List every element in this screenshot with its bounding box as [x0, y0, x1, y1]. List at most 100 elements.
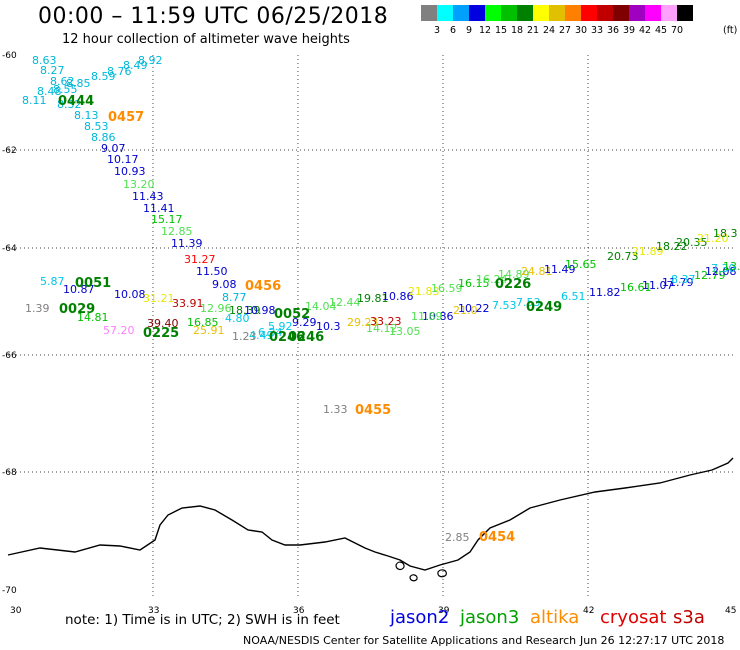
- wave-height-label: 4.80: [225, 312, 250, 325]
- pass-time-label: 0444: [58, 94, 94, 109]
- wave-height-label: 8.27: [40, 64, 65, 77]
- pass-time-label: 0029: [59, 302, 95, 317]
- wave-height-label: 9.08: [212, 278, 237, 291]
- longitude-label: 39: [438, 606, 450, 616]
- wave-height-label: 16.85: [187, 316, 219, 329]
- legend-label: 6: [449, 25, 457, 36]
- legend-swatch: [453, 5, 469, 21]
- wave-height-label: 5.87: [40, 275, 65, 288]
- wave-height-label: 8.49: [123, 59, 148, 72]
- wave-height-label: 11.82: [589, 286, 621, 299]
- longitude-label: 45: [725, 606, 736, 616]
- legend-label: 33: [590, 25, 604, 36]
- wave-height-label: 7.30: [711, 262, 736, 275]
- wave-height-label: 11.49: [544, 263, 576, 276]
- pass-time-label: 0246: [269, 330, 305, 345]
- legend-label: 15: [494, 25, 508, 36]
- wave-height-label: 10.08: [114, 288, 146, 301]
- wave-height-label: 16.61: [620, 281, 652, 294]
- wave-height-label: 8.11: [22, 94, 47, 107]
- wave-height-label: 18.22: [656, 240, 688, 253]
- wave-height-label: 39.40: [147, 317, 179, 330]
- legend-unit: (ft): [723, 25, 738, 36]
- wave-height-label: 13.05: [389, 325, 421, 338]
- legend-swatch: [469, 5, 485, 21]
- island-2: [409, 574, 418, 582]
- pass-time-label: 0249: [526, 300, 562, 315]
- latitude-label: -62: [2, 146, 17, 156]
- wave-height-label: 8.63: [32, 54, 57, 67]
- wave-height-label: 31.27: [184, 253, 216, 266]
- wave-height-label: 5.92: [268, 320, 293, 333]
- wave-height-label: 31.21: [143, 292, 175, 305]
- latitude-label: -68: [2, 468, 17, 478]
- island-3: [437, 569, 447, 578]
- wave-height-label: 8.32: [57, 98, 82, 111]
- wave-height-labels: 8.638.278.628.858.598.768.498.92 8.118.48…: [22, 54, 740, 544]
- wave-height-label: 8.13: [74, 109, 99, 122]
- wave-height-label: 21.0: [453, 304, 478, 317]
- wave-height-label: 13.20: [123, 178, 155, 191]
- latitude-label: -64: [2, 244, 17, 254]
- wave-height-label: 12.08: [705, 265, 737, 278]
- pass-time-label: 0051: [75, 276, 111, 291]
- wave-height-label: 13.89: [723, 260, 740, 273]
- wave-height-label: 11.43: [132, 190, 164, 203]
- map-subtitle: 12 hour collection of altimeter wave hei…: [62, 32, 350, 47]
- legend-label: 39: [622, 25, 636, 36]
- legend-swatch: [597, 5, 613, 21]
- wave-height-label: 11.41: [143, 202, 175, 215]
- pass-time-label: 0456: [245, 279, 281, 294]
- wave-height-label: 7.53: [516, 296, 541, 309]
- wave-height-label: 19.81: [357, 292, 389, 305]
- wave-height-label: 16.59: [431, 282, 463, 295]
- legend-label: 42: [638, 25, 652, 36]
- legend-label: 21: [526, 25, 540, 36]
- wave-height-label: 33.23: [370, 315, 402, 328]
- pass-time-label: 0225: [143, 326, 179, 341]
- wave-height-label: 16.15: [458, 277, 490, 290]
- wave-height-label: 8.76: [107, 65, 132, 78]
- wave-height-label: 9.07: [101, 142, 126, 155]
- wave-height-label: 11.89: [411, 310, 443, 323]
- legend-label: 24: [542, 25, 556, 36]
- wave-height-label: 20.73: [607, 250, 639, 263]
- legend-label: 18: [510, 25, 524, 36]
- wave-height-label: 14.12: [366, 322, 398, 335]
- wave-height-label: 4.49: [249, 329, 274, 342]
- legend-swatch: [613, 5, 629, 21]
- legend-label: 12: [478, 25, 492, 36]
- wave-height-label: 14.04: [305, 300, 337, 313]
- wave-height-label: 8.48: [37, 85, 62, 98]
- wave-height-label: 24.81: [521, 265, 553, 278]
- legend-label: 70: [670, 25, 684, 36]
- wave-height-label: 8.86: [91, 131, 116, 144]
- wave-height-label: 12.44: [329, 296, 361, 309]
- wave-height-label: 14.89: [498, 268, 530, 281]
- footnote: note: 1) Time is in UTC; 2) SWH is in fe…: [65, 612, 340, 628]
- wave-height-label: 10.86: [382, 290, 414, 303]
- wave-height-label: 10.3: [316, 320, 341, 333]
- generated-timestamp: Jun 26 12:27:17 UTC 2018: [580, 634, 725, 647]
- wave-height-label: 21.83: [408, 285, 440, 298]
- wave-height-label: 8.53: [84, 120, 109, 133]
- wave-height-label: 6.34: [258, 326, 283, 339]
- latitude-label: -60: [2, 51, 17, 61]
- map-title: 00:00 – 11:59 UTC 06/25/2018: [38, 4, 389, 29]
- legend-swatch: [549, 5, 565, 21]
- island-1: [395, 561, 405, 571]
- mission-altika: altika: [530, 607, 580, 628]
- mission-jason2: jason2: [390, 607, 450, 628]
- legend-swatch: [581, 5, 597, 21]
- wave-height-label: 10.98: [244, 304, 276, 317]
- mission-s3a: s3a: [673, 607, 705, 628]
- legend-label: 45: [654, 25, 668, 36]
- legend-swatch: [501, 5, 517, 21]
- wave-height-label: 15.65: [565, 258, 597, 271]
- wave-height-label: 29.23: [347, 316, 379, 329]
- longitude-label: 30: [10, 606, 22, 616]
- wave-height-label: 10.17: [107, 153, 139, 166]
- legend-label: 27: [558, 25, 572, 36]
- legend-swatch: [485, 5, 501, 21]
